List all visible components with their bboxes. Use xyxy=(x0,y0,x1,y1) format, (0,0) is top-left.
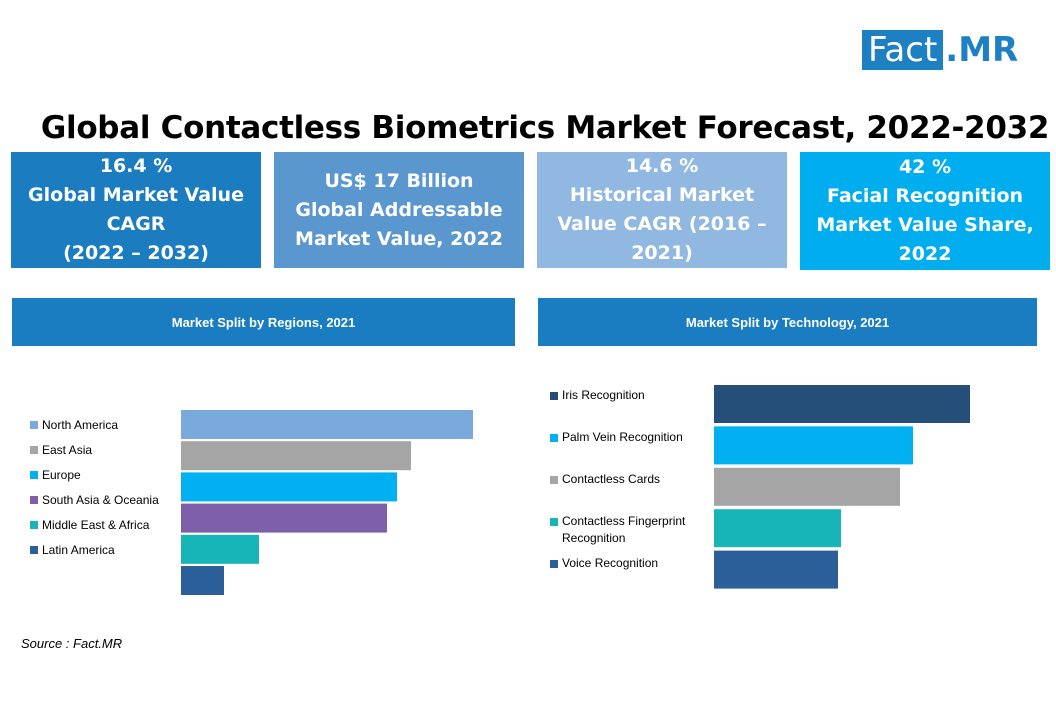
region-legend-item: North America xyxy=(30,412,159,437)
technology-legend-label: Contactless Cards xyxy=(562,472,661,486)
technology-legend-item: Palm Vein Recognition xyxy=(550,429,685,446)
region-bar-south-asia-oceania xyxy=(181,503,387,533)
region-legend-swatch xyxy=(30,545,38,554)
kpi-facial-share: 42 % Facial Recognition Market Value Sha… xyxy=(800,152,1050,270)
technology-legend-item: Contactless Cards xyxy=(550,471,685,488)
technology-legend-label: Iris Recognition xyxy=(562,388,645,402)
technology-legend-swatch xyxy=(550,560,558,568)
technology-bar-voice-recognition xyxy=(714,550,838,589)
page-title: Global Contactless Biometrics Market For… xyxy=(40,110,1050,146)
regions-legend: North America East Asia Europe South Asia &… xyxy=(30,412,159,562)
technology-bar-palm-vein-recognition xyxy=(714,426,913,465)
region-legend-item: Latin America xyxy=(30,537,159,562)
technology-legend: Iris Recognition Palm Vein Recognition Con… xyxy=(550,387,685,572)
region-legend-item: South Asia & Oceania xyxy=(30,487,159,512)
kpi-market-cagr: 16.4 % Global Market Value CAGR (2022 – … xyxy=(11,152,261,268)
logo-fact-text: Fact xyxy=(862,30,944,70)
region-bar-middle-east-africa xyxy=(181,534,259,564)
fact-mr-logo: Fact .MR xyxy=(862,30,1018,70)
technology-legend-label: Voice Recognition xyxy=(562,556,659,570)
region-legend-swatch xyxy=(30,495,38,504)
region-legend-label: North America xyxy=(42,417,119,432)
region-legend-label: Latin America xyxy=(42,542,115,557)
region-legend-swatch xyxy=(30,470,38,479)
region-bar-north-america xyxy=(181,410,473,439)
region-bar-east-asia xyxy=(181,441,411,471)
regions-chart-title: Market Split by Regions, 2021 xyxy=(12,298,515,346)
region-legend-label: South Asia & Oceania xyxy=(42,492,159,507)
region-legend-label: Middle East & Africa xyxy=(42,517,150,532)
region-legend-label: East Asia xyxy=(42,442,93,457)
region-bar-europe xyxy=(181,472,397,502)
technology-legend-item: Contactless Fingerprint Recognition xyxy=(550,513,685,547)
technology-legend-item: Voice Recognition xyxy=(550,555,685,572)
region-legend-item: Europe xyxy=(30,462,159,487)
source-note: Source : Fact.MR xyxy=(21,636,123,651)
region-legend-item: East Asia xyxy=(30,437,159,462)
logo-mr-text: .MR xyxy=(945,30,1019,70)
technology-bar-contactless-fingerprint-recognition xyxy=(714,509,841,548)
technology-legend-swatch xyxy=(550,476,558,484)
region-legend-item: Middle East & Africa xyxy=(30,512,159,537)
region-legend-label: Europe xyxy=(42,467,81,482)
region-legend-swatch xyxy=(30,420,38,429)
technology-bar-iris-recognition xyxy=(714,385,970,423)
technology-legend-swatch xyxy=(550,518,558,526)
technology-legend-label: Palm Vein Recognition xyxy=(562,430,683,444)
kpi-addressable-market: US$ 17 Billion Global Addressable Market… xyxy=(274,152,524,268)
technology-chart-title: Market Split by Technology, 2021 xyxy=(538,298,1037,346)
region-legend-swatch xyxy=(30,445,38,454)
technology-legend-label: Contactless Fingerprint Recognition xyxy=(562,514,686,545)
technology-legend-swatch xyxy=(550,392,558,400)
region-bar-latin-america xyxy=(181,566,224,595)
technology-bar-contactless-cards xyxy=(714,467,900,506)
technology-legend-swatch xyxy=(550,434,558,442)
technology-legend-item: Iris Recognition xyxy=(550,387,685,404)
region-legend-swatch xyxy=(30,520,38,529)
kpi-historical-cagr: 14.6 % Historical Market Value CAGR (201… xyxy=(537,152,787,268)
